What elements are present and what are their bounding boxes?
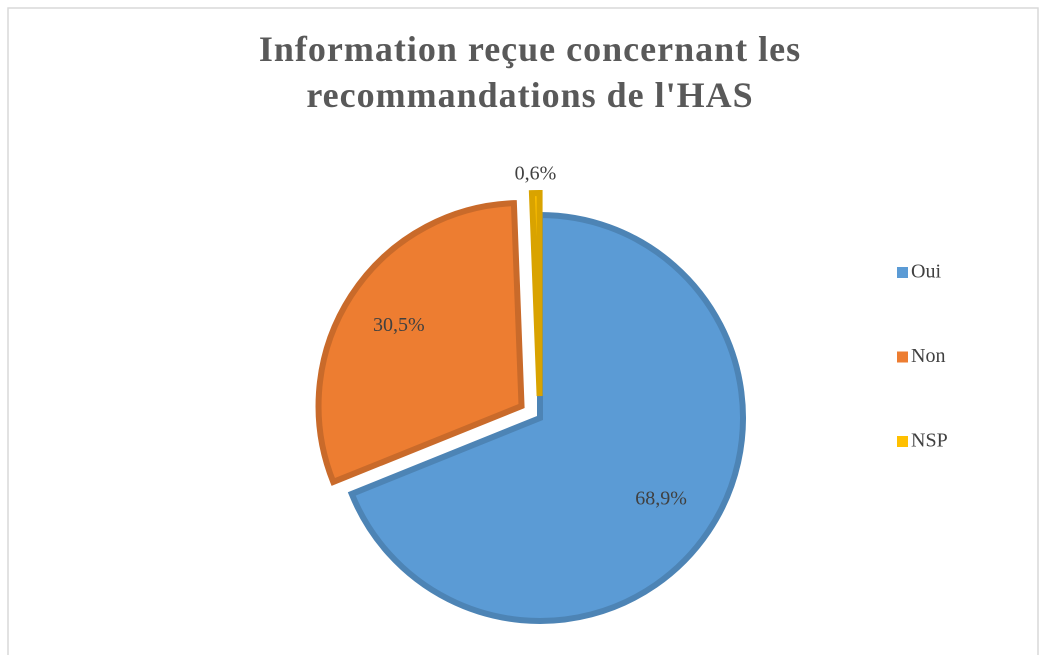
legend-label: NSP: [911, 430, 948, 452]
chart-title: Information reçue concernant les recomma…: [258, 29, 802, 115]
data-label: 30,5%: [373, 314, 425, 336]
pie-slice: [528, 190, 543, 397]
legend-swatch: [897, 436, 908, 447]
legend-swatch: [897, 267, 908, 278]
pie-slice: [347, 211, 746, 624]
chart-frame: [7, 7, 1039, 655]
legend-label: Non: [911, 345, 945, 367]
legend-swatch: [897, 351, 908, 363]
data-label: 0,6%: [515, 163, 557, 185]
legend-label: Oui: [911, 261, 941, 283]
data-label: 68,9%: [635, 487, 687, 509]
pie-slice: [315, 200, 525, 486]
